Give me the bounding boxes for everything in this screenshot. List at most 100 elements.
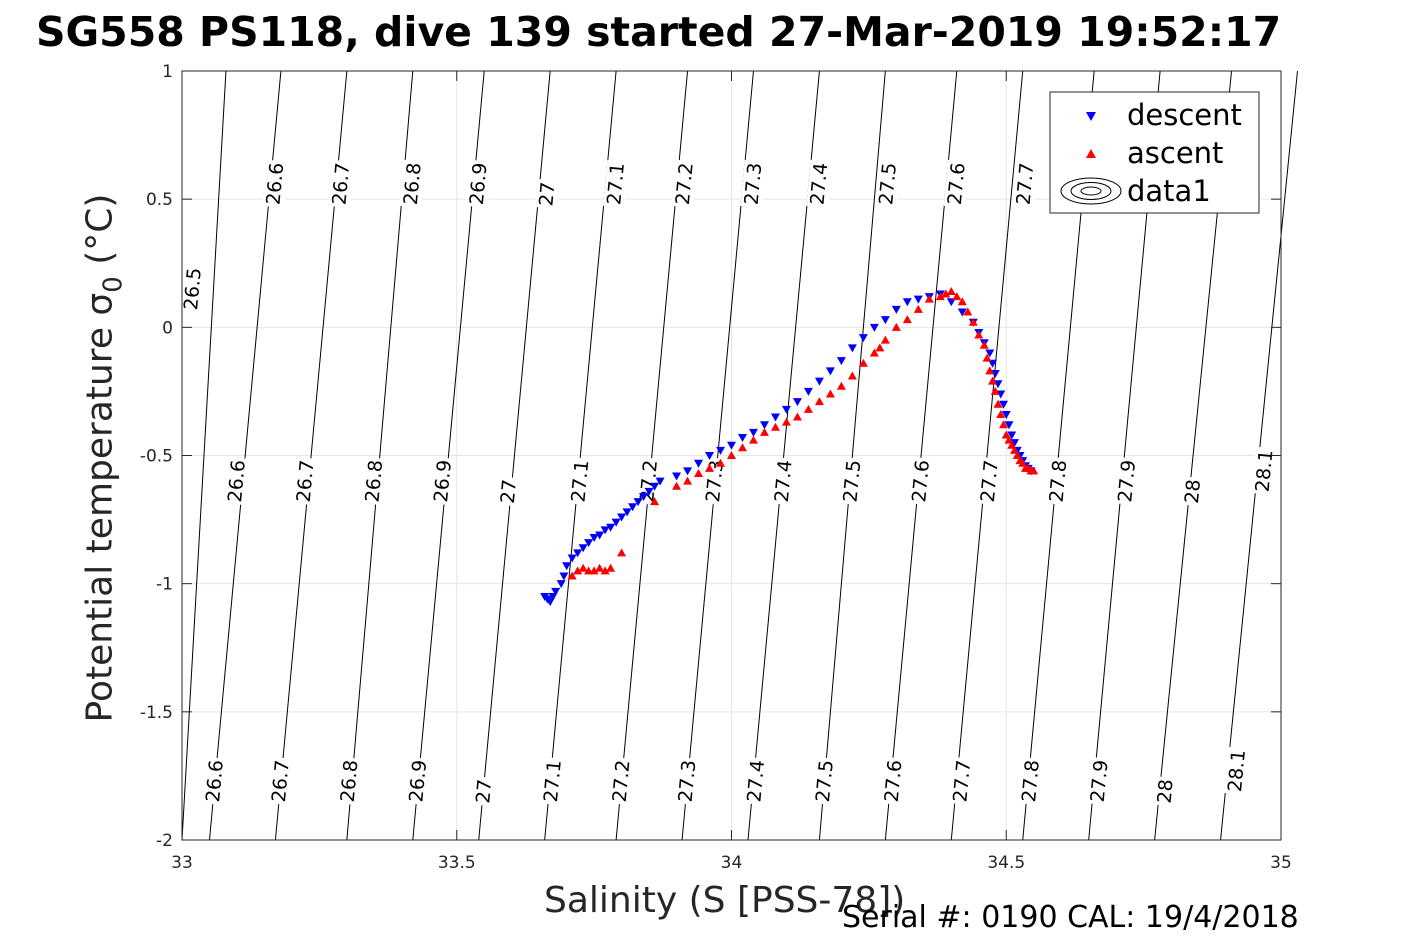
contour-label-bg bbox=[875, 159, 902, 208]
descent-point bbox=[1004, 421, 1014, 430]
descent-point bbox=[993, 380, 1003, 389]
contour-label: 26.8 bbox=[337, 759, 363, 803]
legend-ascent-label: ascent bbox=[1127, 136, 1223, 170]
ascent-point bbox=[935, 292, 945, 301]
contour-label-bg bbox=[223, 457, 251, 506]
ascent-point bbox=[1007, 440, 1017, 449]
descent-point bbox=[644, 487, 654, 496]
contour-label: 27.2 bbox=[609, 759, 635, 803]
contour-label: 27.9 bbox=[1114, 459, 1140, 503]
descent-point bbox=[622, 508, 632, 517]
descent-point bbox=[781, 405, 791, 414]
contour-label: 27.5 bbox=[839, 459, 865, 503]
serial-cal-footer: Serial #: 0190 CAL: 19/4/2018 bbox=[842, 900, 1299, 935]
contour-label-bg bbox=[740, 159, 767, 208]
contour-label: 27.4 bbox=[743, 759, 769, 803]
y-axis-label: Potential temperature σ0 (°C) bbox=[80, 194, 129, 723]
contour-label: 26.8 bbox=[400, 162, 426, 206]
contour-label-bg bbox=[1017, 756, 1045, 806]
contour-label-bg bbox=[399, 159, 426, 208]
legend: descent ascent data1 bbox=[1049, 91, 1260, 214]
descent-point bbox=[556, 580, 566, 589]
x-tick-label: 33 bbox=[171, 853, 193, 873]
ascent-point bbox=[1018, 458, 1028, 467]
contour-label: 27 bbox=[497, 478, 521, 504]
ascent-point bbox=[1001, 430, 1011, 439]
descent-point bbox=[792, 398, 802, 407]
contour-label: 27.3 bbox=[741, 162, 767, 206]
ascent-point bbox=[990, 386, 1000, 395]
ascent-point bbox=[600, 566, 610, 575]
descent-point bbox=[639, 493, 649, 502]
contour-label-bg bbox=[770, 457, 797, 506]
y-axis-label-subscript: 0 bbox=[98, 276, 129, 293]
contour-label: 26.7 bbox=[268, 759, 294, 803]
contour-label-bg bbox=[1086, 756, 1113, 806]
descent-point bbox=[770, 413, 780, 422]
ascent-point bbox=[781, 417, 791, 426]
contour-label: 27.7 bbox=[1013, 162, 1039, 206]
x-axis-label: Salinity (S [PSS-78]) bbox=[544, 880, 906, 921]
descent-point bbox=[880, 316, 890, 325]
density-contour-27.5 bbox=[818, 70, 886, 841]
ascent-point bbox=[716, 458, 726, 467]
contour-label-bg bbox=[471, 776, 497, 807]
contour-label-bg bbox=[674, 756, 701, 806]
y-tick-label: 0.5 bbox=[146, 190, 173, 210]
ascent-point bbox=[982, 353, 992, 362]
y-axis-label-main: Potential temperature bbox=[79, 315, 121, 723]
descent-point bbox=[990, 369, 1000, 378]
contour-label-bg bbox=[907, 457, 935, 506]
contour-label-bg bbox=[262, 159, 289, 208]
contour-label-bg bbox=[336, 756, 363, 806]
contour-label: 27.7 bbox=[977, 459, 1003, 503]
contour-label: 26.9 bbox=[405, 759, 431, 803]
ascent-point bbox=[792, 412, 802, 421]
ascent-point bbox=[988, 376, 998, 385]
ascent-point bbox=[672, 481, 682, 490]
ascent-point bbox=[683, 476, 693, 485]
contour-label: 27.8 bbox=[1046, 459, 1072, 503]
descent-point bbox=[869, 323, 879, 332]
contour-label: 27.7 bbox=[949, 759, 975, 803]
descent-point bbox=[716, 446, 726, 455]
descent-point bbox=[759, 421, 769, 430]
contour-label-bg bbox=[267, 756, 295, 806]
legend-contour-icon bbox=[1060, 177, 1122, 205]
descent-point bbox=[999, 400, 1009, 409]
ascent-point bbox=[578, 563, 588, 572]
descent-point bbox=[748, 428, 758, 437]
contour-label: 28 bbox=[1154, 778, 1178, 804]
ascent-point bbox=[974, 330, 984, 339]
contour-label-bg bbox=[976, 457, 1003, 506]
descent-point bbox=[650, 482, 660, 491]
descent-point bbox=[578, 544, 588, 553]
descent-point bbox=[803, 387, 813, 396]
legend-data1-label: data1 bbox=[1127, 174, 1211, 208]
descent-point bbox=[985, 349, 995, 358]
ascent-point bbox=[836, 381, 846, 390]
descent-point bbox=[996, 390, 1006, 399]
contour-label: 27.6 bbox=[944, 162, 970, 206]
y-axis-label-sigma: σ bbox=[79, 292, 121, 316]
contour-label: 28 bbox=[1181, 478, 1205, 504]
legend-descent-marker bbox=[1086, 112, 1096, 121]
descent-point bbox=[825, 367, 835, 376]
descent-point bbox=[545, 598, 555, 607]
x-tick-label: 34 bbox=[721, 853, 743, 873]
ascent-point bbox=[589, 566, 599, 575]
ascent-point bbox=[727, 451, 736, 459]
descent-point bbox=[573, 549, 583, 558]
contour-label: 27.3 bbox=[675, 759, 701, 803]
descent-point bbox=[694, 459, 704, 468]
contour-label-bg bbox=[1045, 457, 1072, 506]
ascent-point bbox=[737, 443, 747, 452]
contour-label-bg bbox=[179, 264, 207, 313]
contour-label-bg bbox=[361, 457, 388, 506]
descent-point bbox=[633, 498, 643, 507]
contour-label: 27.4 bbox=[771, 459, 797, 503]
y-axis-label-unit: (°C) bbox=[79, 193, 121, 277]
density-contour-27.7 bbox=[950, 70, 1024, 841]
ascent-point bbox=[705, 463, 715, 472]
contour-label: 27.1 bbox=[567, 459, 593, 503]
